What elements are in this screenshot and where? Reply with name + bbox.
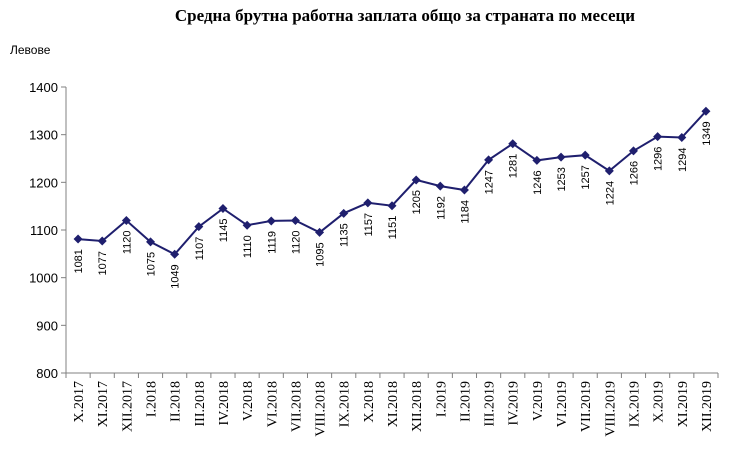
data-point-marker [436, 182, 445, 191]
x-tick-label: IV.2019 [507, 381, 522, 425]
x-tick-label: I.2019 [434, 381, 449, 417]
data-label: 1184 [459, 200, 471, 224]
data-label: 1247 [484, 170, 496, 194]
data-point-marker [74, 235, 83, 244]
x-tick-label: XI.2017 [96, 381, 111, 427]
data-point-marker [557, 153, 566, 162]
x-tick-label: X.2019 [652, 381, 667, 423]
data-label: 1266 [628, 161, 640, 185]
x-tick-label: II.2018 [169, 381, 184, 422]
x-tick-label: IX.2018 [338, 381, 353, 427]
x-tick-label: XII.2017 [120, 381, 135, 432]
x-tick-label: VI.2018 [265, 381, 280, 427]
data-label: 1349 [701, 121, 713, 145]
data-label: 1246 [532, 170, 544, 194]
y-tick-label: 1200 [29, 175, 58, 190]
data-point-marker [291, 216, 300, 225]
x-tick-label: VIII.2019 [603, 381, 618, 437]
data-label: 1145 [218, 219, 230, 243]
x-tick-label: IV.2018 [217, 381, 232, 425]
data-label: 1119 [266, 231, 278, 254]
data-point-marker [363, 198, 372, 207]
line-chart: 800 900 1000 1100 1200 1300 1400 X.2017 XI.2017 X… [0, 0, 750, 467]
data-label: 1192 [435, 196, 447, 220]
data-label: 1107 [194, 237, 206, 261]
data-label: 1077 [97, 251, 109, 275]
data-label: 1257 [580, 165, 592, 189]
x-tick-label: X.2017 [72, 381, 87, 423]
data-label: 1110 [242, 235, 254, 258]
data-point-marker [267, 216, 276, 225]
x-tick-label: II.2019 [458, 381, 473, 422]
data-label: 1224 [604, 181, 616, 205]
x-tick-label: V.2019 [531, 381, 546, 421]
x-tick-label: VII.2018 [289, 381, 304, 432]
data-label: 1049 [170, 264, 182, 288]
x-tick-label: XII.2019 [700, 381, 715, 432]
y-tick-label: 900 [36, 318, 58, 333]
data-label: 1120 [121, 230, 133, 254]
data-label: 1157 [363, 213, 375, 237]
data-label: 1294 [677, 148, 689, 172]
data-label: 1151 [387, 216, 399, 240]
y-tick-label: 1400 [29, 80, 58, 95]
y-tick-label: 1000 [29, 271, 58, 286]
data-label: 1253 [556, 167, 568, 191]
x-tick-label: VI.2019 [555, 381, 570, 427]
x-tick-label: III.2019 [483, 381, 498, 427]
x-tick-label: IX.2019 [627, 381, 642, 427]
x-tick-label: XI.2019 [676, 381, 691, 427]
x-tick-label: VII.2019 [579, 381, 594, 432]
data-point-marker [653, 132, 662, 141]
x-tick-label: V.2018 [241, 381, 256, 421]
data-label: 1296 [653, 147, 665, 171]
x-tick-label: III.2018 [193, 381, 208, 427]
data-label: 1095 [315, 242, 327, 266]
x-tick-label: VIII.2018 [314, 381, 329, 437]
x-tick-label: XII.2018 [410, 381, 425, 432]
data-label: 1075 [146, 252, 158, 276]
data-label: 1281 [508, 154, 520, 178]
data-label: 1135 [339, 223, 351, 247]
x-tick-label: I.2018 [145, 381, 160, 417]
data-label: 1120 [290, 230, 302, 254]
x-tick-label: X.2018 [362, 381, 377, 423]
data-label: 1081 [73, 249, 85, 273]
data-label: 1205 [411, 190, 423, 214]
x-tick-label: XI.2018 [386, 381, 401, 427]
y-tick-label: 800 [36, 366, 58, 381]
y-tick-label: 1100 [30, 223, 58, 238]
y-tick-label: 1300 [29, 128, 58, 143]
